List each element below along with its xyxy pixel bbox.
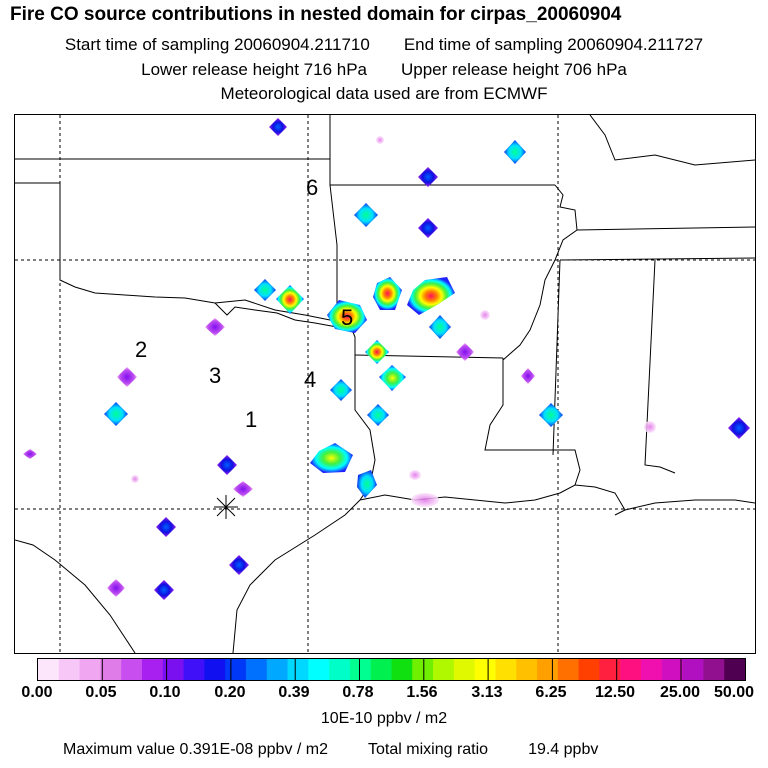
colorbar-tick-label: 25.00 [659, 684, 701, 701]
colorbar-swatch [287, 659, 309, 680]
colorbar-swatch [245, 659, 268, 680]
upper-release-label: Upper release height 706 hPa [401, 60, 627, 79]
concentration-plumes [23, 118, 750, 600]
colorbar-tick-label: 0.20 [214, 684, 246, 701]
colorbar-swatch [578, 659, 600, 680]
plot-title: Fire CO source contributions in nested d… [10, 4, 622, 25]
region-label-4: 4 [304, 367, 316, 392]
map-panel: 1 2 3 4 5 6 [14, 114, 756, 654]
region-label-5: 5 [341, 305, 353, 330]
map-svg: 1 2 3 4 5 6 [15, 115, 755, 653]
colorbar-swatch [516, 659, 538, 680]
total-mixing-label: Total mixing ratio [368, 741, 489, 758]
region-label-2: 2 [135, 337, 147, 362]
colorbar-swatch [620, 659, 642, 680]
colorbar-swatch [433, 659, 455, 680]
end-time-label: End time of sampling 20060904.211727 [403, 35, 704, 54]
colorbar-tick-label: 0.78 [342, 684, 374, 701]
colorbar-swatch [370, 659, 392, 680]
max-value-label: Maximum value 0.391E-08 ppbv / m2 [63, 741, 329, 758]
sampling-time-line: Start time of sampling 20060904.211710 En… [0, 35, 768, 55]
low-concentration-areas [131, 136, 656, 507]
region-label-3: 3 [209, 363, 221, 388]
region-label-1: 1 [245, 407, 257, 432]
region-label-6: 6 [306, 175, 318, 200]
colorbar [37, 658, 746, 681]
colorbar-tick-label: 1.56 [406, 684, 438, 701]
colorbar-swatch [661, 659, 684, 680]
colorbar-tick-label: 0.10 [149, 684, 181, 701]
colorbar-swatch [100, 659, 122, 680]
colorbar-swatch [349, 659, 372, 680]
colorbar-tick-label: 0.05 [85, 684, 117, 701]
colorbar-tick-label: 6.25 [535, 684, 567, 701]
colorbar-swatch [724, 659, 745, 680]
colorbar-tick-label: 12.50 [594, 684, 636, 701]
colorbar-units: 10E-10 ppbv / m2 [320, 710, 448, 727]
met-data-label: Meteorological data used are from ECMWF [220, 84, 548, 103]
total-mixing-value: 19.4 ppbv [528, 741, 599, 758]
colorbar-swatch [162, 659, 185, 680]
colorbar-swatch [38, 659, 60, 680]
colorbar-swatch [391, 659, 413, 680]
colorbar-tick-label: 3.13 [471, 684, 503, 701]
colorbar-swatch [703, 659, 725, 680]
colorbar-swatch [495, 659, 517, 680]
colorbar-svg [38, 659, 745, 680]
asterisk-icon [214, 495, 238, 519]
colorbar-swatch [599, 659, 621, 680]
footer-stats: Maximum value 0.391E-08 ppbv / m2 Total m… [63, 741, 598, 759]
colorbar-swatch [537, 659, 559, 680]
colorbar-tick-label: 0.00 [21, 684, 53, 701]
colorbar-swatch [641, 659, 663, 680]
colorbar-swatch [79, 659, 101, 680]
colorbar-swatch [141, 659, 164, 680]
colorbar-swatch [474, 659, 496, 680]
colorbar-swatch [266, 659, 289, 680]
colorbar-swatch [682, 659, 704, 680]
colorbar-swatch [557, 659, 580, 680]
colorbar-swatch [121, 659, 143, 680]
colorbar-swatch [412, 659, 434, 680]
colorbar-swatch [225, 659, 247, 680]
colorbar-swatch [453, 659, 476, 680]
colorbar-swatch [329, 659, 351, 680]
colorbar-swatch [204, 659, 226, 680]
colorbar-swatch [183, 659, 205, 680]
start-time-label: Start time of sampling 20060904.211710 [64, 35, 370, 54]
colorbar-swatch [58, 659, 81, 680]
colorbar-swatch [308, 659, 330, 680]
lower-release-label: Lower release height 716 hPa [141, 60, 367, 79]
colorbar-tick-label: 50.00 [713, 684, 755, 701]
release-height-line: Lower release height 716 hPa Upper releas… [0, 60, 768, 80]
region-labels: 1 2 3 4 5 6 [135, 175, 353, 432]
colorbar-tick-label: 0.39 [278, 684, 310, 701]
